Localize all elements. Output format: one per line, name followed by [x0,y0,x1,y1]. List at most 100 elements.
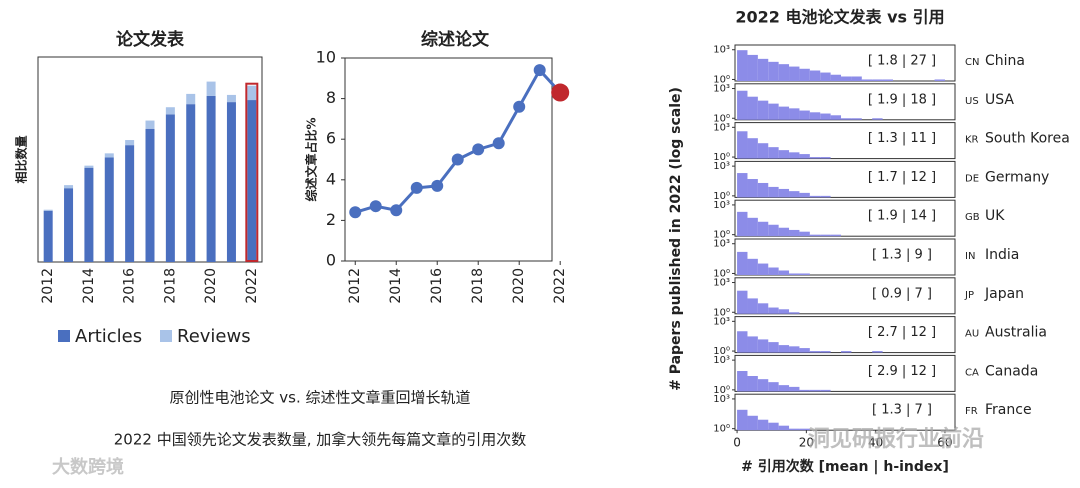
histogram-bar [768,422,779,431]
histogram-bar [820,113,831,120]
y-tick-label: 10³ [713,200,730,211]
point [410,181,423,194]
histogram-bar [737,211,748,237]
country-code: FR [965,406,978,417]
y-tick-label: 10³ [713,122,730,133]
histogram-bar [809,112,821,120]
y-tick-label: 10 [316,48,336,67]
x-tick-label: 2022 [244,268,260,304]
y-tick-label: 10³ [713,278,730,289]
y-tick-label: 4 [326,169,336,188]
point [472,143,485,156]
panel-stats: [ 0.9 | 7 ] [872,286,932,301]
country-code: JP [964,290,974,301]
histogram-bar [778,106,790,120]
histogram-bar [778,385,790,392]
point [533,64,546,77]
panel-stats: [ 1.3 | 9 ] [872,248,932,263]
country-code: IN [965,251,975,262]
panel: 10⁰ 10³ [ 1.3 | 7 ] FR France 0 20 40 60 [713,393,1032,450]
x-tick-label: 0 [733,436,741,450]
histogram-bar [799,68,810,81]
country-name: South Korea [985,131,1070,147]
histogram-bar [809,234,821,237]
histogram-bar [799,273,810,275]
histogram-bar [747,179,758,198]
histogram-bar [768,307,779,314]
histogram-bar [757,58,769,81]
histogram-bar [747,258,758,275]
panel: 10⁰ 10³ [ 1.9 | 18 ] US USA [713,83,1014,124]
point [551,83,570,102]
chart-title: 论文发表 [116,29,185,50]
histogram-bar [757,419,769,431]
x-tick-label: 2014 [81,268,97,304]
histogram-bar [757,143,769,159]
y-tick-label: 10⁰ [713,230,730,241]
country-code: GB [965,212,980,223]
histogram-bar [841,351,852,353]
x-tick-label: 2014 [388,268,404,304]
histogram-bar [789,152,800,159]
panel: 10⁰ 10³ [ 2.9 | 12 ] CA Canada [713,354,1038,396]
x-axis-label: # 引用次数 [mean | h-index] [741,458,949,475]
point [492,137,505,150]
y-tick-label: 10⁰ [713,191,730,202]
histogram-bar [768,103,779,120]
y-axis-label: 相比数量 [14,135,29,183]
point [513,100,526,113]
caption: 2022 中国领先论文发表数量, 加拿大领先每篇文章的引用次数 [114,431,526,449]
histogram-bar [768,224,779,237]
bar-segment [84,167,94,262]
x-tick-label: 2016 [122,268,138,304]
highlight-box [245,82,259,262]
bar-segment [226,94,236,103]
y-axis-label: 综述文章占比% [304,117,319,201]
histogram-bar [799,231,810,237]
histogram-bar [789,346,800,353]
histogram-bar [851,76,862,81]
point [369,200,382,213]
plot-frame [344,57,553,262]
panel-stats: [ 2.9 | 12 ] [868,364,936,379]
histogram-bar [851,118,862,120]
histogram-bar [768,61,779,81]
country-name: Canada [985,363,1038,379]
histogram-bar [809,70,821,81]
country-code: US [965,96,979,107]
histogram-bar [789,428,800,431]
histogram-bar [820,389,831,392]
y-tick-label: 10³ [713,84,730,95]
panel: 10⁰ 10³ [ 1.3 | 9 ] IN India [713,238,1019,279]
panel: 10⁰ 10³ [ 1.7 | 12 ] DE Germany [713,160,1049,202]
histogram-bar [799,110,810,120]
histogram-bar [757,182,769,198]
histogram-bar [737,50,748,81]
histogram-bar [768,382,779,392]
histogram-bar [768,186,779,198]
histogram-bar [789,66,800,81]
bar-segment [43,209,53,211]
histogram-bar [809,157,821,159]
panel-frame [734,316,956,354]
bar-segment [125,140,135,146]
histogram-bar [789,108,800,120]
panel-stats: [ 1.3 | 11 ] [868,131,936,146]
y-tick-label: 10⁰ [713,385,730,396]
bar-segment [247,100,257,262]
y-tick-label: 2 [326,210,336,229]
histogram-bar [841,118,852,120]
histogram-bar [872,79,883,81]
bar-segment [165,114,175,263]
histogram-bar [768,147,779,159]
histogram-bar [778,64,790,81]
country-code: AU [965,329,979,340]
x-tick-label: 2022 [552,268,568,304]
histogram-bar [820,72,831,81]
country-name: Australia [985,325,1047,341]
y-tick-label: 0 [326,251,336,270]
histogram-bar [747,298,758,314]
bar-segment [206,95,216,262]
histogram-bar [820,157,831,159]
